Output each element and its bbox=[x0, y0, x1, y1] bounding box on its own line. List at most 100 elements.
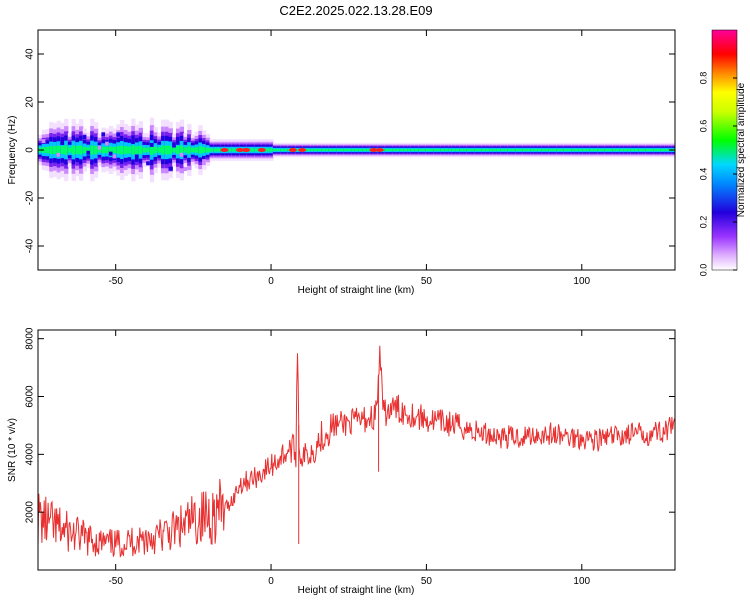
spectrogram-cell bbox=[422, 148, 427, 152]
spectrogram-cell bbox=[120, 145, 125, 155]
figure-title: C2E2.2025.022.13.28.E09 bbox=[279, 3, 432, 18]
spectrogram-cell bbox=[254, 148, 259, 152]
snr-y-ticks: 2000 4000 6000 8000 bbox=[25, 327, 675, 523]
spectrogram-cell bbox=[444, 148, 449, 152]
spectrogram-cell bbox=[127, 146, 132, 154]
spectrogram-cell bbox=[563, 148, 569, 152]
spectrogram-cell bbox=[537, 148, 542, 152]
spectrogram-cell bbox=[403, 148, 408, 152]
spectrogram-cell bbox=[642, 148, 647, 152]
spectrogram-cell bbox=[317, 148, 322, 152]
spectrogram-cell bbox=[71, 145, 76, 155]
spectrogram-cell bbox=[451, 148, 457, 152]
x-tick-label: 100 bbox=[573, 576, 590, 587]
spectrogram-cell bbox=[485, 148, 490, 152]
colorbar-tick-label: 0.2 bbox=[698, 216, 708, 229]
colorbar: 0.0 0.2 0.4 0.6 0.8 Normalized spectral ampl… bbox=[698, 29, 747, 277]
spectrogram-cell bbox=[168, 145, 173, 155]
spectrogram-cell bbox=[202, 147, 207, 153]
spectrogram-cell bbox=[101, 146, 106, 154]
colorbar-ticks: 0.0 0.2 0.4 0.6 0.8 bbox=[698, 72, 737, 277]
spectrogram-x-label: Height of straight line (km) bbox=[298, 285, 415, 296]
snr-x-label: Height of straight line (km) bbox=[298, 585, 415, 596]
spectrogram-cell bbox=[358, 148, 364, 152]
spectrogram-cell bbox=[362, 148, 367, 152]
spectrogram-cell bbox=[213, 148, 218, 152]
colorbar-label: Normalized spectral amplitude bbox=[736, 82, 747, 217]
spectrogram-cell bbox=[194, 147, 199, 153]
spectrogram-cell bbox=[634, 148, 639, 152]
spectrogram-cell bbox=[56, 145, 61, 155]
x-tick-label: 100 bbox=[573, 276, 590, 287]
spectrogram-hotspot bbox=[369, 148, 378, 152]
spectrogram-cell bbox=[556, 148, 561, 152]
spectrogram-cell bbox=[593, 148, 598, 152]
spectrogram-cell bbox=[265, 148, 270, 152]
spectrogram-cell bbox=[522, 148, 528, 152]
spectrogram-cell bbox=[354, 148, 360, 152]
spectrogram-cell bbox=[649, 148, 654, 152]
spectrogram-cell bbox=[75, 146, 80, 154]
snr-y-label: SNR (10 * v/v) bbox=[7, 418, 18, 482]
spectrogram-cell bbox=[306, 148, 311, 152]
x-tick-label: -50 bbox=[108, 276, 123, 287]
spectrogram-heat-layer bbox=[38, 117, 675, 183]
spectrogram-hotspot bbox=[220, 148, 229, 152]
spectrogram-cell bbox=[586, 148, 591, 152]
spectrogram-cell bbox=[164, 145, 170, 155]
colorbar-tick-label: 0.4 bbox=[698, 168, 708, 181]
spectrogram-cell bbox=[146, 161, 151, 166]
spectrogram-cell bbox=[619, 148, 625, 152]
spectrogram-cell bbox=[548, 148, 554, 152]
colorbar-tick-label: 0.0 bbox=[698, 264, 708, 277]
y-tick-label: 2000 bbox=[25, 501, 36, 524]
spectrogram-cell bbox=[105, 141, 110, 146]
spectrogram-cell bbox=[146, 147, 151, 153]
spectrogram-cell bbox=[541, 148, 546, 152]
spectrogram-cell bbox=[112, 146, 117, 154]
spectrogram-cell bbox=[433, 148, 438, 152]
spectrogram-cell bbox=[623, 148, 628, 152]
spectrogram-cell bbox=[519, 148, 524, 152]
spectrogram-cell bbox=[336, 148, 341, 152]
spectrogram-cell bbox=[615, 148, 621, 152]
spectrogram-cell bbox=[101, 132, 106, 137]
spectrogram-cell bbox=[407, 148, 412, 152]
spectrogram-cell bbox=[328, 148, 334, 152]
spectrogram-cell bbox=[205, 147, 211, 153]
spectrogram-x-ticks: -50 0 50 100 bbox=[108, 30, 591, 287]
snr-frame bbox=[37, 329, 676, 571]
spectrogram-cell bbox=[172, 147, 177, 153]
spectrogram-cell bbox=[142, 147, 147, 153]
spectrogram-cell bbox=[399, 148, 405, 152]
spectrogram-cell bbox=[578, 148, 584, 152]
spectrogram-hotspot bbox=[288, 148, 297, 152]
spectrogram-cell bbox=[392, 148, 397, 152]
spectrogram-cell bbox=[161, 145, 166, 155]
y-tick-label: -40 bbox=[25, 238, 36, 253]
spectrogram-cell bbox=[463, 148, 468, 152]
spectrogram-cell bbox=[190, 147, 196, 153]
spectrogram-cell bbox=[64, 145, 69, 155]
spectrogram-cell bbox=[116, 132, 121, 137]
colorbar-tick-label: 0.6 bbox=[698, 120, 708, 133]
spectrogram-cell bbox=[138, 145, 144, 155]
x-tick-label: 0 bbox=[268, 276, 274, 287]
spectrogram-cell bbox=[79, 145, 84, 155]
spectrogram-y-ticks: -40 -20 0 20 40 bbox=[25, 48, 675, 253]
spectrogram-cell bbox=[116, 146, 121, 154]
spectrogram-cell bbox=[466, 148, 472, 152]
spectrogram-cell bbox=[108, 146, 114, 154]
spectrogram-cell bbox=[56, 152, 61, 157]
spectrogram-cell bbox=[496, 148, 501, 152]
spectrogram-cell bbox=[410, 148, 416, 152]
y-tick-label: 6000 bbox=[25, 385, 36, 408]
spectrogram-cell bbox=[172, 143, 177, 148]
spectrogram-hotspot bbox=[235, 148, 244, 152]
spectrogram-panel: -50 0 50 100 -40 -20 0 20 40 Height of straight… bbox=[7, 29, 676, 296]
spectrogram-cell bbox=[664, 148, 669, 152]
spectrogram-cell bbox=[459, 148, 464, 152]
spectrogram-cell bbox=[571, 148, 576, 152]
spectrogram-cell bbox=[108, 151, 114, 156]
